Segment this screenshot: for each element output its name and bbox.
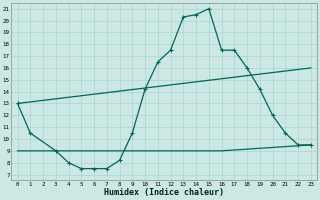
X-axis label: Humidex (Indice chaleur): Humidex (Indice chaleur) [104,188,224,197]
